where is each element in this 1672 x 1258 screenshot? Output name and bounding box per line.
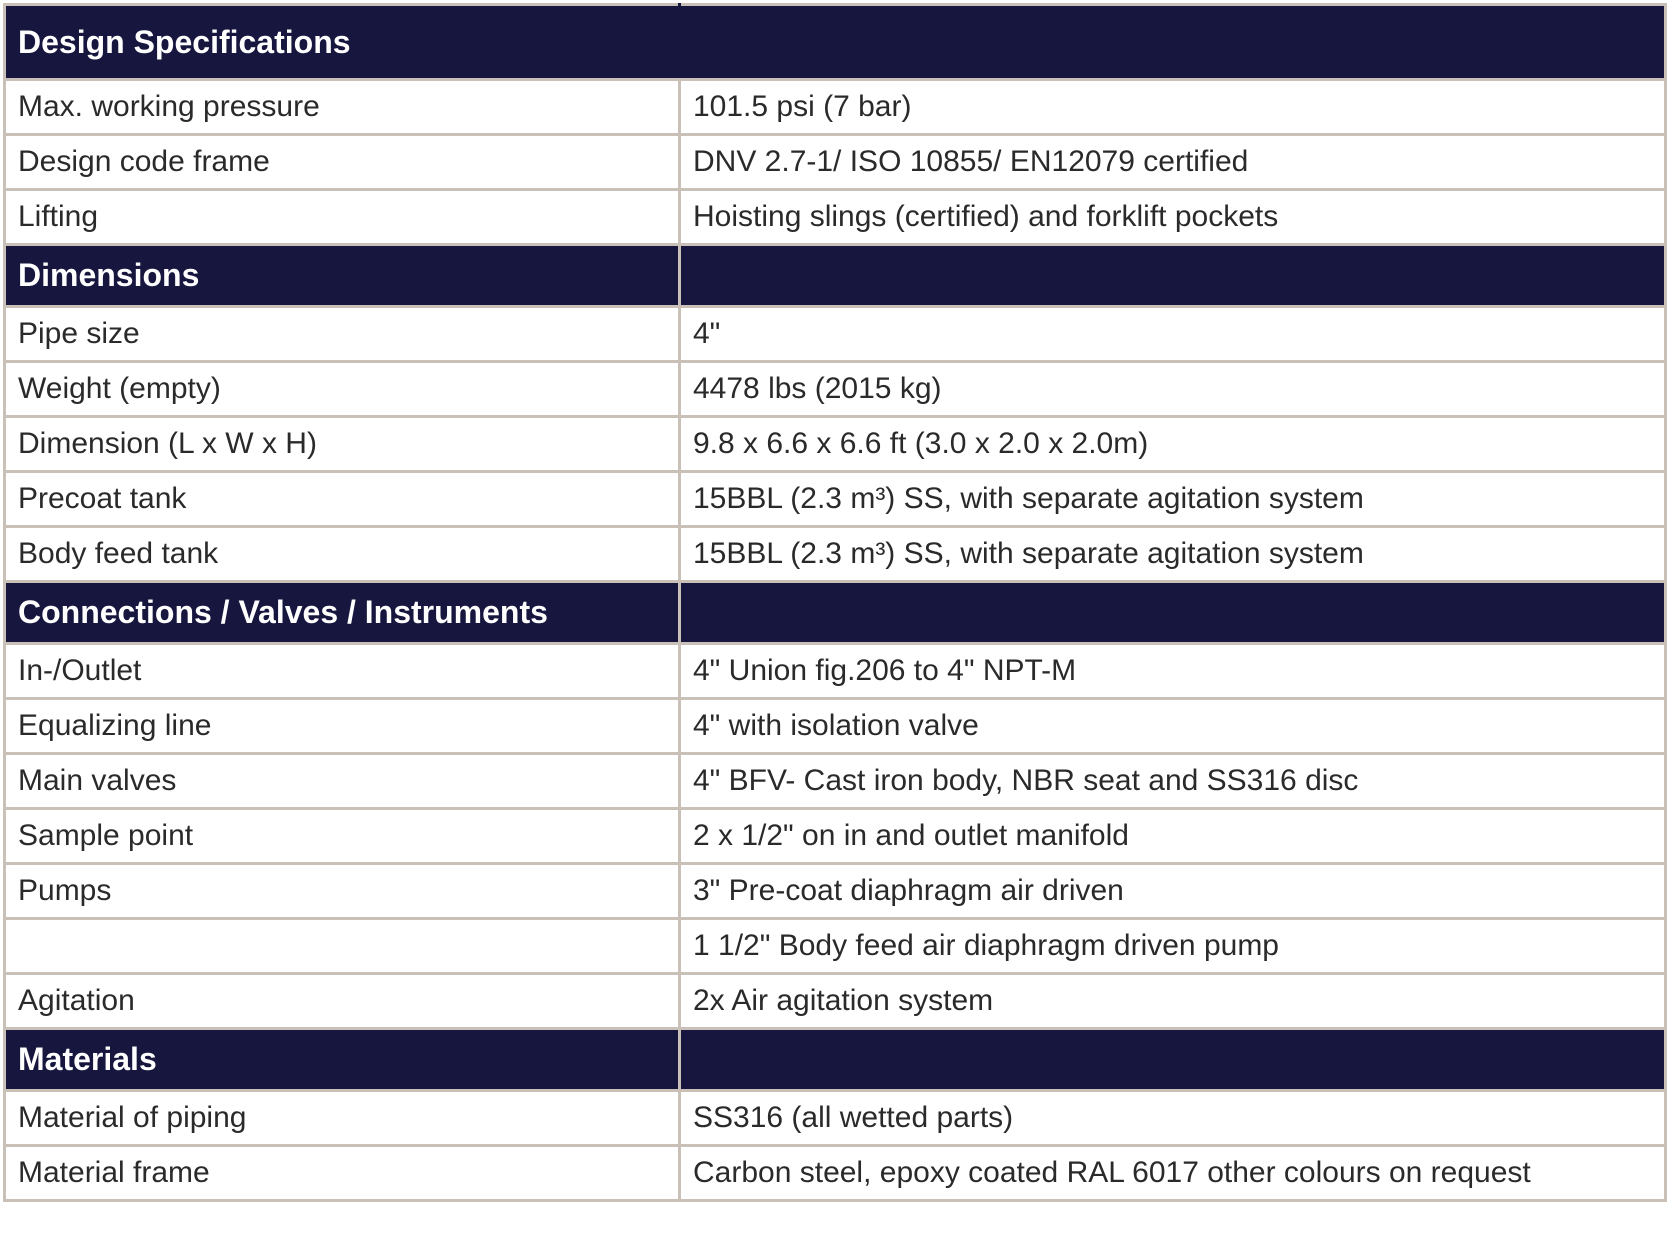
section-header-blank <box>678 1027 1667 1092</box>
section-header-blank <box>678 243 1667 308</box>
spec-value: 4478 lbs (2015 kg) <box>678 360 1667 418</box>
table-row: Pipe size 4" <box>3 305 1667 363</box>
section-title: Materials <box>3 1027 681 1092</box>
spec-label: Pipe size <box>3 305 681 363</box>
specifications-table: Design Specifications Max. working pressu… <box>3 3 1667 1202</box>
spec-value: 9.8 x 6.6 x 6.6 ft (3.0 x 2.0 x 2.0m) <box>678 415 1667 473</box>
spec-label: Precoat tank <box>3 470 681 528</box>
table-row: Main valves 4" BFV- Cast iron body, NBR s… <box>3 752 1667 810</box>
spec-value: 4" <box>678 305 1667 363</box>
spec-value: 2 x 1/2" on in and outlet manifold <box>678 807 1667 865</box>
spec-value: 2x Air agitation system <box>678 972 1667 1030</box>
section-title: Design Specifications <box>3 3 681 81</box>
spec-label: Body feed tank <box>3 525 681 583</box>
spec-label: In-/Outlet <box>3 642 681 700</box>
table-row: Dimension (L x W x H) 9.8 x 6.6 x 6.6 ft … <box>3 415 1667 473</box>
table-row: Sample point 2 x 1/2" on in and outlet ma… <box>3 807 1667 865</box>
table-row: In-/Outlet 4" Union fig.206 to 4" NPT-M <box>3 642 1667 700</box>
table-row: Material of piping SS316 (all wetted part… <box>3 1089 1667 1147</box>
table-row: Agitation 2x Air agitation system <box>3 972 1667 1030</box>
spec-value: 15BBL (2.3 m³) SS, with separate agitati… <box>678 470 1667 528</box>
spec-label: Pumps <box>3 862 681 920</box>
spec-label: Design code frame <box>3 133 681 191</box>
spec-label: Lifting <box>3 188 681 246</box>
section-header-blank <box>678 3 1667 81</box>
section-title: Connections / Valves / Instruments <box>3 580 681 645</box>
section-header: Dimensions <box>3 243 1667 308</box>
spec-value: DNV 2.7-1/ ISO 10855/ EN12079 certified <box>678 133 1667 191</box>
spec-value: 3" Pre-coat diaphragm air driven <box>678 862 1667 920</box>
spec-label <box>3 917 681 975</box>
spec-label: Agitation <box>3 972 681 1030</box>
table-row: 1 1/2" Body feed air diaphragm driven pu… <box>3 917 1667 975</box>
section-header: Materials <box>3 1027 1667 1092</box>
table-row: Body feed tank 15BBL (2.3 m³) SS, with se… <box>3 525 1667 583</box>
spec-value: SS316 (all wetted parts) <box>678 1089 1667 1147</box>
spec-value: Carbon steel, epoxy coated RAL 6017 othe… <box>678 1144 1667 1202</box>
table-row: Weight (empty) 4478 lbs (2015 kg) <box>3 360 1667 418</box>
spec-value: 1 1/2" Body feed air diaphragm driven pu… <box>678 917 1667 975</box>
spec-value: 4" BFV- Cast iron body, NBR seat and SS3… <box>678 752 1667 810</box>
table-row: Max. working pressure 101.5 psi (7 bar) <box>3 78 1667 136</box>
spec-value: 4" Union fig.206 to 4" NPT-M <box>678 642 1667 700</box>
spec-value: Hoisting slings (certified) and forklift… <box>678 188 1667 246</box>
spec-value: 4" with isolation valve <box>678 697 1667 755</box>
spec-label: Main valves <box>3 752 681 810</box>
table-row: Design code frame DNV 2.7-1/ ISO 10855/ E… <box>3 133 1667 191</box>
section-header: Connections / Valves / Instruments <box>3 580 1667 645</box>
spec-value: 101.5 psi (7 bar) <box>678 78 1667 136</box>
section-title: Dimensions <box>3 243 681 308</box>
section-header: Design Specifications <box>3 3 1667 81</box>
table-row: Precoat tank 15BBL (2.3 m³) SS, with sepa… <box>3 470 1667 528</box>
table-row: Equalizing line 4" with isolation valve <box>3 697 1667 755</box>
spec-label: Material frame <box>3 1144 681 1202</box>
spec-label: Weight (empty) <box>3 360 681 418</box>
spec-value: 15BBL (2.3 m³) SS, with separate agitati… <box>678 525 1667 583</box>
table-row: Material frame Carbon steel, epoxy coated… <box>3 1144 1667 1202</box>
spec-label: Sample point <box>3 807 681 865</box>
table-row: Pumps 3" Pre-coat diaphragm air driven <box>3 862 1667 920</box>
spec-label: Equalizing line <box>3 697 681 755</box>
table-row: Lifting Hoisting slings (certified) and f… <box>3 188 1667 246</box>
spec-label: Material of piping <box>3 1089 681 1147</box>
spec-label: Max. working pressure <box>3 78 681 136</box>
spec-label: Dimension (L x W x H) <box>3 415 681 473</box>
section-header-blank <box>678 580 1667 645</box>
